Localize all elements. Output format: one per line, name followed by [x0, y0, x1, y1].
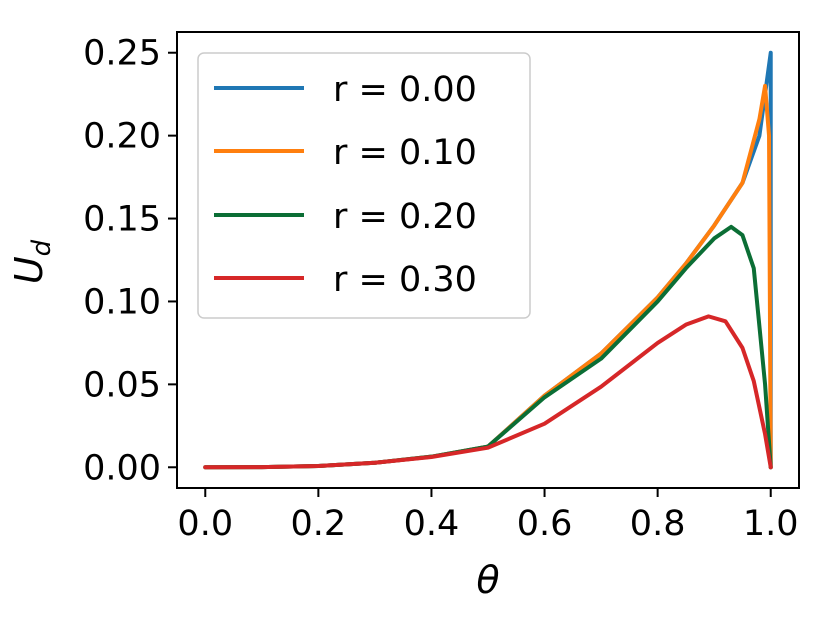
x-tick-label-1: 0.2: [291, 504, 347, 544]
x-tick-label-4: 0.8: [630, 504, 686, 544]
legend: r = 0.00 r = 0.10 r = 0.20 r = 0.30: [197, 52, 531, 319]
x-tick-label-3: 0.6: [517, 504, 573, 544]
y-tick-label-5: 0.25: [83, 34, 161, 74]
series-line-3: [203, 314, 773, 470]
y-axis-label-main: U: [7, 256, 51, 284]
x-tick-label-5: 1.0: [743, 504, 799, 544]
legend-label-r30: r = 0.30: [333, 260, 477, 300]
legend-label-r10: r = 0.10: [333, 133, 477, 173]
x-axis-label: θ: [476, 558, 499, 602]
y-tick-label-1: 0.05: [83, 365, 161, 405]
plot-frame: [176, 31, 800, 489]
y-axis-label-subscript: d: [27, 239, 57, 256]
legend-box: [197, 52, 531, 319]
y-tick-label-2: 0.10: [83, 282, 161, 322]
y-tick-label-3: 0.15: [83, 200, 161, 240]
svg-text:Ud: Ud: [7, 239, 57, 284]
y-axis-label: Ud: [7, 239, 57, 284]
x-tick-label-2: 0.4: [404, 504, 460, 544]
legend-label-r20: r = 0.20: [333, 197, 477, 237]
y-tick-label-0: 0.00: [83, 448, 161, 488]
legend-label-r0: r = 0.00: [333, 70, 477, 110]
series-layer: [203, 50, 773, 470]
y-tick-label-4: 0.20: [83, 117, 161, 157]
x-tick-label-0: 0.0: [177, 504, 233, 544]
ticks-layer: 0.0 0.2 0.4 0.6 0.8 1.0 0.00 0.05 0.10 0.15 0.20 0.…: [83, 34, 799, 544]
